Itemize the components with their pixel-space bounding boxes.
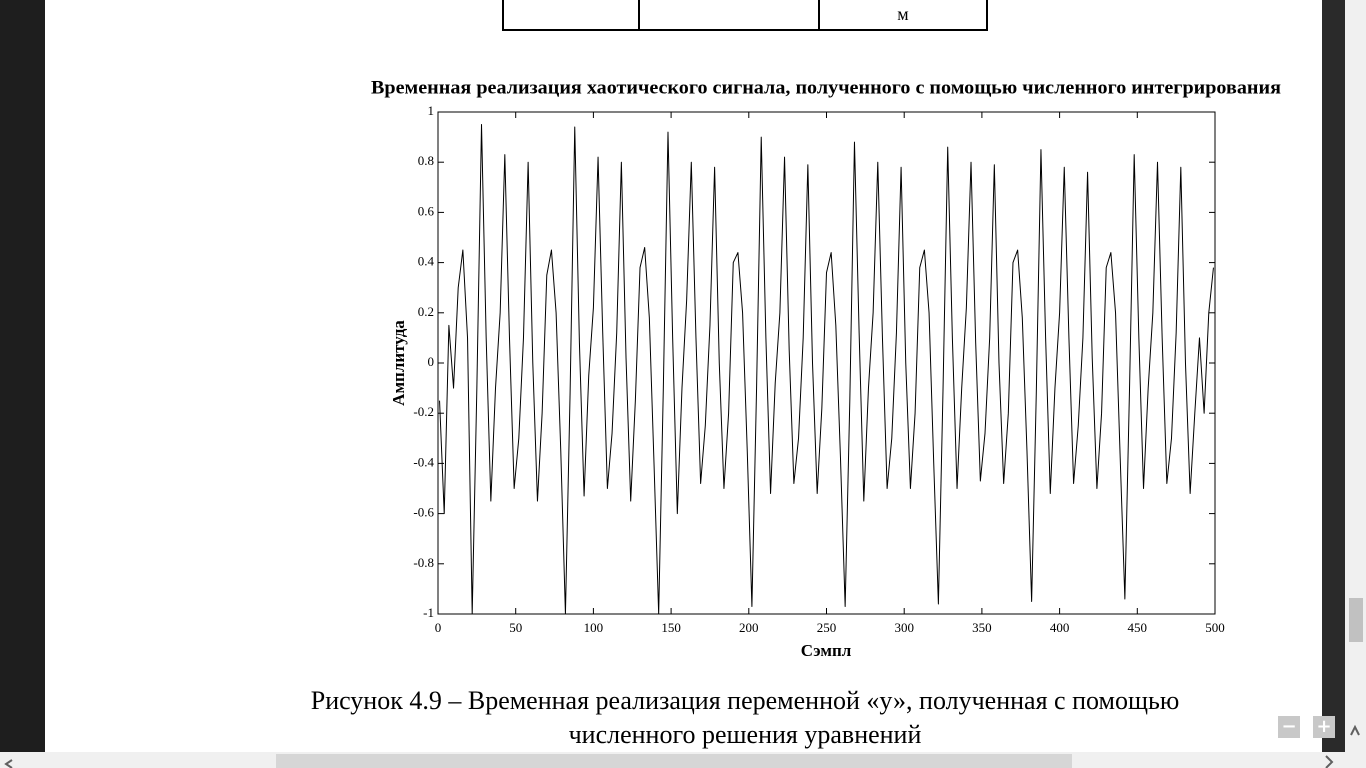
vertical-scrollbar[interactable] — [1345, 0, 1366, 752]
table-cell: м — [897, 4, 908, 24]
x-tick-label: 50 — [509, 620, 522, 635]
y-tick-label: -0.4 — [413, 454, 434, 469]
scroll-right[interactable] — [1325, 755, 1334, 768]
x-tick-label: 150 — [661, 620, 681, 635]
x-axis-label: Сэмпл — [801, 641, 852, 660]
left-margin — [0, 0, 45, 768]
right-margin — [1322, 0, 1345, 752]
signal-line — [439, 124, 1214, 615]
x-tick-label: 500 — [1205, 620, 1225, 635]
scroll-left[interactable] — [4, 759, 13, 768]
scroll-up[interactable] — [1350, 724, 1360, 736]
x-tick-label: 350 — [972, 620, 992, 635]
x-tick-label: 250 — [817, 620, 837, 635]
y-tick-label: 0 — [428, 354, 435, 369]
zoom-out-button[interactable] — [1278, 716, 1300, 738]
zoom-in-button[interactable] — [1313, 716, 1335, 738]
zoom-out-label[interactable]: − — [1281, 716, 1296, 737]
scroll-thumb[interactable] — [1349, 598, 1363, 642]
y-tick-label: 0.8 — [418, 153, 434, 168]
chart-title: Временная реализация хаотического сигнал… — [371, 77, 1281, 98]
x-tick-label: 400 — [1050, 620, 1070, 635]
y-axis-label: Амплитуда — [389, 320, 408, 406]
y-tick-label: -0.8 — [413, 555, 434, 570]
x-tick-label: 100 — [584, 620, 604, 635]
x-tick-label: 200 — [739, 620, 759, 635]
y-tick-label: -0.2 — [413, 404, 434, 419]
hscroll-thumb[interactable] — [276, 754, 1072, 768]
x-tick-label: 300 — [894, 620, 914, 635]
y-tick-label: 1 — [428, 103, 435, 118]
x-tick-label: 0 — [435, 620, 442, 635]
caption-line: численного решения уравнений — [569, 720, 922, 749]
table-fragment — [502, 0, 988, 31]
y-tick-label: 0.6 — [418, 203, 435, 218]
document-page — [45, 0, 1322, 752]
zoom-in-label[interactable]: + — [1316, 716, 1331, 737]
y-tick-label: 0.2 — [418, 304, 434, 319]
caption-line: Рисунок 4.9 – Временная реализация перем… — [311, 686, 1180, 715]
y-tick-label: -0.6 — [413, 505, 434, 520]
x-tick-label: 450 — [1128, 620, 1148, 635]
y-tick-label: 0.4 — [418, 254, 435, 269]
y-tick-label: -1 — [423, 605, 434, 620]
